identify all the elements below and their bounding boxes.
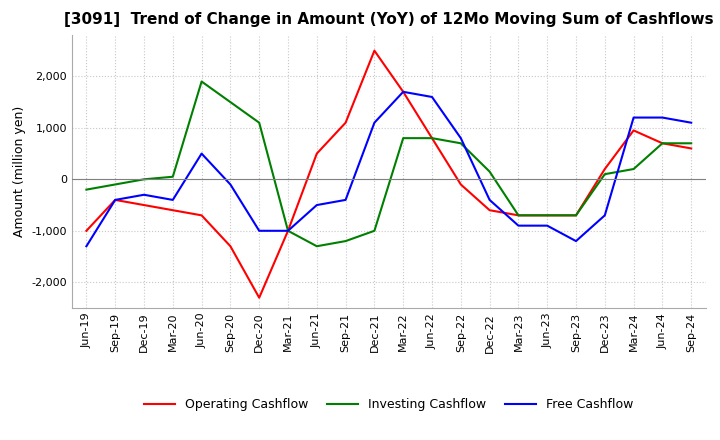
Operating Cashflow <box>399 89 408 95</box>
Free Cashflow <box>197 151 206 156</box>
Operating Cashflow <box>255 295 264 301</box>
Free Cashflow <box>456 136 465 141</box>
Free Cashflow <box>312 202 321 208</box>
Line: Operating Cashflow: Operating Cashflow <box>86 51 691 298</box>
Investing Cashflow <box>514 213 523 218</box>
Line: Investing Cashflow: Investing Cashflow <box>86 81 691 246</box>
Operating Cashflow <box>82 228 91 234</box>
Investing Cashflow <box>82 187 91 192</box>
Free Cashflow <box>111 197 120 202</box>
Free Cashflow <box>370 120 379 125</box>
Y-axis label: Amount (million yen): Amount (million yen) <box>13 106 26 237</box>
Investing Cashflow <box>485 169 494 174</box>
Operating Cashflow <box>312 151 321 156</box>
Investing Cashflow <box>456 141 465 146</box>
Operating Cashflow <box>111 197 120 202</box>
Investing Cashflow <box>629 166 638 172</box>
Free Cashflow <box>658 115 667 120</box>
Investing Cashflow <box>197 79 206 84</box>
Free Cashflow <box>485 197 494 202</box>
Free Cashflow <box>255 228 264 234</box>
Investing Cashflow <box>370 228 379 234</box>
Operating Cashflow <box>168 208 177 213</box>
Operating Cashflow <box>428 136 436 141</box>
Investing Cashflow <box>284 228 292 234</box>
Operating Cashflow <box>456 182 465 187</box>
Operating Cashflow <box>485 208 494 213</box>
Free Cashflow <box>140 192 148 198</box>
Investing Cashflow <box>543 213 552 218</box>
Investing Cashflow <box>226 99 235 105</box>
Title: [3091]  Trend of Change in Amount (YoY) of 12Mo Moving Sum of Cashflows: [3091] Trend of Change in Amount (YoY) o… <box>64 12 714 27</box>
Operating Cashflow <box>687 146 696 151</box>
Free Cashflow <box>82 244 91 249</box>
Investing Cashflow <box>341 238 350 244</box>
Operating Cashflow <box>543 213 552 218</box>
Free Cashflow <box>572 238 580 244</box>
Operating Cashflow <box>226 244 235 249</box>
Investing Cashflow <box>399 136 408 141</box>
Operating Cashflow <box>341 120 350 125</box>
Operating Cashflow <box>370 48 379 53</box>
Operating Cashflow <box>600 166 609 172</box>
Free Cashflow <box>687 120 696 125</box>
Investing Cashflow <box>255 120 264 125</box>
Free Cashflow <box>284 228 292 234</box>
Free Cashflow <box>629 115 638 120</box>
Operating Cashflow <box>514 213 523 218</box>
Investing Cashflow <box>687 141 696 146</box>
Investing Cashflow <box>600 172 609 177</box>
Legend: Operating Cashflow, Investing Cashflow, Free Cashflow: Operating Cashflow, Investing Cashflow, … <box>139 393 639 416</box>
Investing Cashflow <box>312 244 321 249</box>
Investing Cashflow <box>572 213 580 218</box>
Free Cashflow <box>543 223 552 228</box>
Free Cashflow <box>514 223 523 228</box>
Free Cashflow <box>168 197 177 202</box>
Operating Cashflow <box>140 202 148 208</box>
Operating Cashflow <box>197 213 206 218</box>
Operating Cashflow <box>284 228 292 234</box>
Free Cashflow <box>399 89 408 95</box>
Operating Cashflow <box>658 141 667 146</box>
Investing Cashflow <box>111 182 120 187</box>
Investing Cashflow <box>658 141 667 146</box>
Free Cashflow <box>600 213 609 218</box>
Investing Cashflow <box>168 174 177 180</box>
Operating Cashflow <box>572 213 580 218</box>
Free Cashflow <box>226 182 235 187</box>
Free Cashflow <box>428 94 436 99</box>
Operating Cashflow <box>629 128 638 133</box>
Line: Free Cashflow: Free Cashflow <box>86 92 691 246</box>
Free Cashflow <box>341 197 350 202</box>
Investing Cashflow <box>428 136 436 141</box>
Investing Cashflow <box>140 177 148 182</box>
